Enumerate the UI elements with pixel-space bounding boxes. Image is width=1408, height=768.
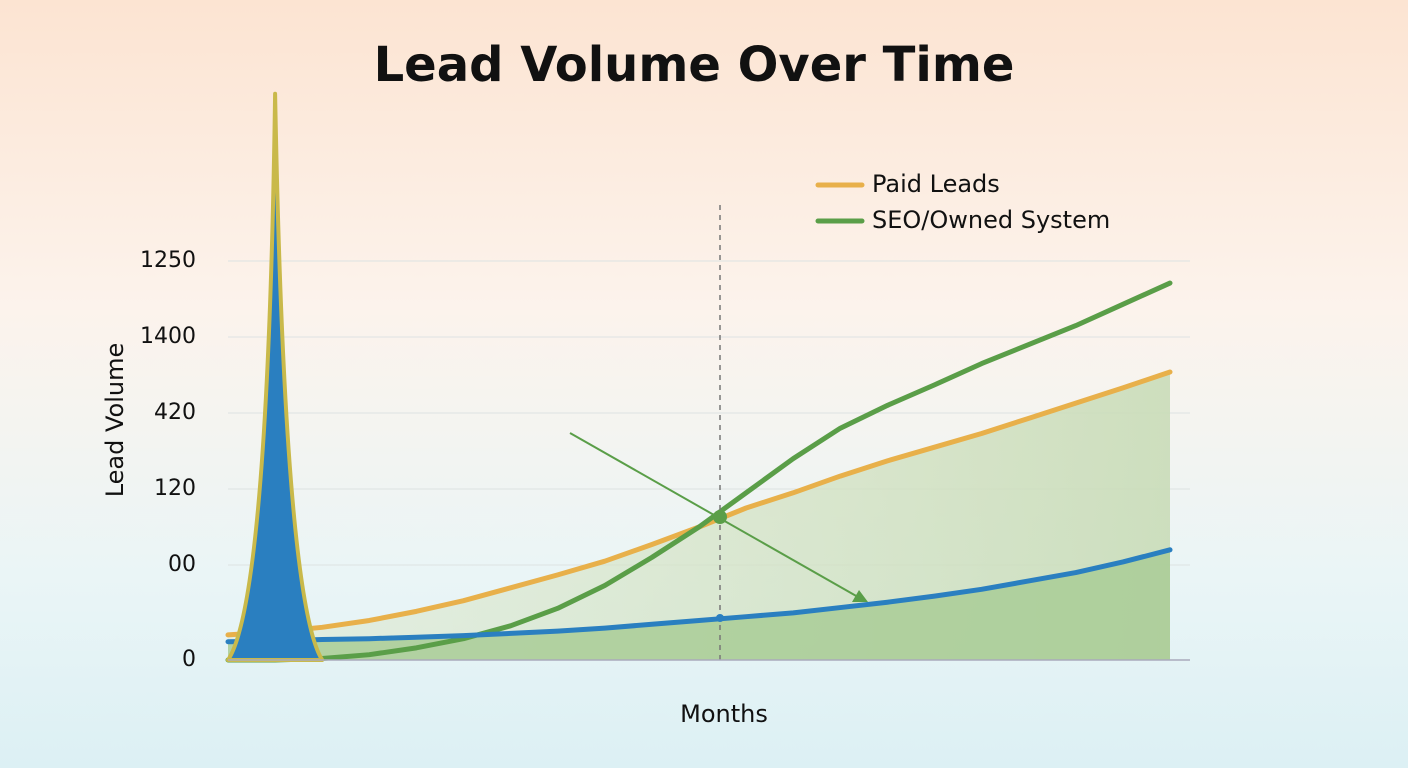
y-axis-label: Lead Volume	[101, 343, 129, 498]
blue-dot	[716, 614, 724, 622]
lines	[225, 91, 1173, 663]
y-tick-label: 00	[168, 552, 196, 577]
y-tick-label: 1400	[140, 324, 196, 349]
arrow-head	[852, 590, 868, 602]
y-tick-label: 1250	[140, 248, 196, 273]
y-tick-label: 0	[182, 647, 196, 672]
area-fill	[228, 549, 1170, 660]
spike-area	[226, 91, 325, 662]
y-tick-label: 120	[154, 476, 196, 501]
chart-title: Lead Volume Over Time	[374, 37, 1015, 93]
legend-label: Paid Leads	[872, 170, 1000, 198]
series-line	[225, 280, 1173, 663]
crossover-dot	[713, 510, 727, 524]
area-fill	[228, 371, 1170, 660]
areas	[228, 371, 1170, 660]
y-tick-label: 420	[154, 400, 196, 425]
legend-label: SEO/Owned System	[872, 206, 1110, 234]
series-line	[225, 547, 1173, 645]
x-axis-label: Months	[680, 700, 768, 728]
legend: Paid Leads SEO/Owned System	[815, 170, 1110, 234]
